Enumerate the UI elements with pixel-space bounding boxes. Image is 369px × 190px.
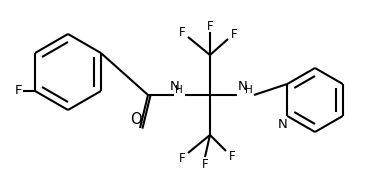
Text: F: F	[14, 85, 22, 97]
Text: F: F	[231, 28, 237, 40]
Text: F: F	[229, 150, 235, 162]
Text: H: H	[175, 85, 183, 95]
Text: F: F	[179, 25, 185, 39]
Text: F: F	[179, 151, 185, 165]
Text: N: N	[277, 117, 287, 131]
Text: N: N	[170, 79, 180, 93]
Text: F: F	[207, 20, 213, 32]
Text: O: O	[130, 112, 142, 127]
Text: N: N	[238, 79, 248, 93]
Text: F: F	[202, 158, 208, 170]
Text: H: H	[245, 85, 253, 95]
